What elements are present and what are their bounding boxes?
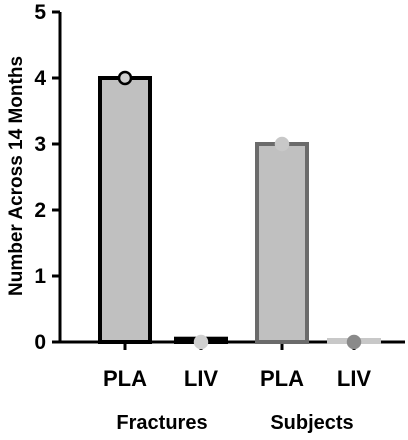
y-tick-label: 2 [34, 199, 46, 222]
axes: 0 1 2 3 4 5 [34, 1, 405, 354]
data-point-3 [346, 334, 362, 350]
y-tick-label: 0 [34, 331, 46, 354]
x-tick-label: PLA [260, 366, 304, 391]
y-tick-label: 3 [34, 133, 46, 156]
data-point-1 [193, 334, 209, 350]
data-point-0 [117, 70, 133, 86]
group-label: Subjects [270, 412, 353, 434]
data-point-2 [274, 136, 290, 152]
y-tick-label: 4 [34, 67, 46, 90]
x-tick-label: LIV [337, 366, 372, 391]
y-tick-label: 1 [34, 265, 46, 288]
y-axis-label: Number Across 14 Months [6, 56, 27, 296]
points [117, 70, 362, 350]
y-tick-label: 5 [34, 1, 46, 24]
labels: PLA LIV PLA LIV Fractures Subjects [103, 366, 371, 434]
bar-2 [255, 142, 309, 344]
x-tick-label: LIV [184, 366, 219, 391]
group-label: Fractures [116, 412, 207, 434]
bar-0 [98, 76, 152, 344]
x-tick-label: PLA [103, 366, 147, 391]
bars [98, 76, 381, 345]
